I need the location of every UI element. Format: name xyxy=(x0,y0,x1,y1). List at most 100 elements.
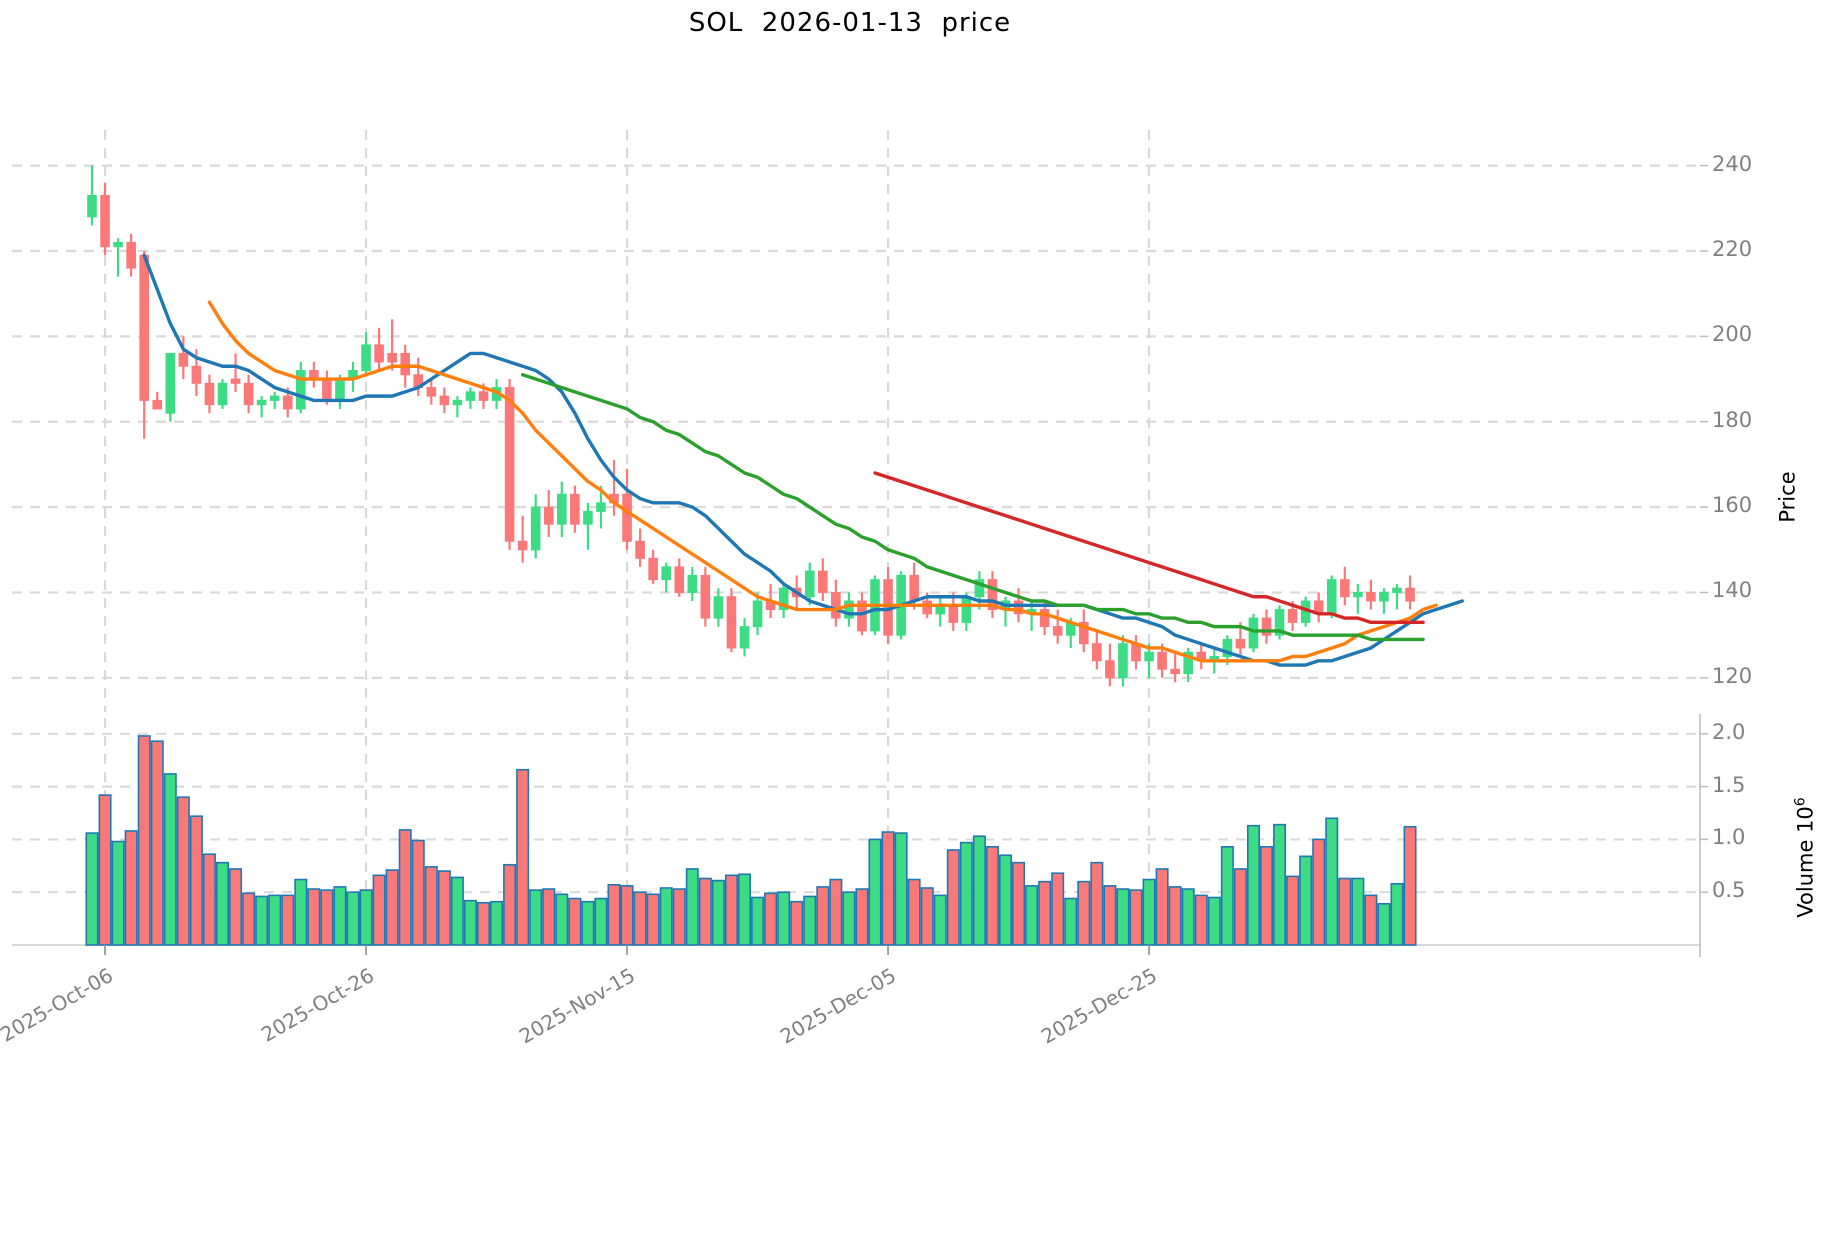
volume-bar xyxy=(777,891,791,946)
candle-body xyxy=(361,344,371,372)
volume-bar xyxy=(1090,861,1104,946)
volume-bar xyxy=(1207,896,1221,946)
candle-body xyxy=(478,391,489,401)
price-tick-label: 140 xyxy=(1712,578,1753,603)
candle-body xyxy=(269,395,280,401)
volume-bar xyxy=(437,870,451,946)
candle-body xyxy=(557,493,567,525)
volume-bar xyxy=(1364,894,1378,946)
volume-bar xyxy=(751,896,765,946)
volume-bar xyxy=(1168,886,1182,946)
candle-body xyxy=(713,596,724,619)
price-tick-label: 160 xyxy=(1712,493,1753,518)
candle-body xyxy=(1340,579,1350,598)
candle-body xyxy=(517,540,528,551)
candle-body xyxy=(191,365,202,384)
price-candles xyxy=(87,165,1415,687)
candle-body xyxy=(570,493,580,525)
price-tick-label: 200 xyxy=(1712,322,1753,347)
candle-body xyxy=(974,579,985,598)
moving-average-lines xyxy=(142,253,1464,667)
volume-bar xyxy=(85,832,99,946)
candle-body xyxy=(948,604,959,623)
volume-bar xyxy=(529,889,543,946)
volume-bar xyxy=(1338,877,1352,946)
candle-body xyxy=(126,241,136,269)
volume-bar xyxy=(137,735,151,946)
volume-bar xyxy=(868,838,882,946)
candle-body xyxy=(530,506,541,551)
page-title: SOL 2026-01-13 price xyxy=(688,8,1012,38)
volume-bar xyxy=(959,841,973,946)
candle-body xyxy=(439,395,450,406)
candle-body xyxy=(635,540,645,559)
volume-bar xyxy=(1064,897,1078,946)
candle-body xyxy=(504,387,515,542)
volume-bar xyxy=(646,893,660,946)
volume-bar xyxy=(281,894,295,946)
candle-body xyxy=(1157,651,1167,670)
volume-bar xyxy=(463,899,477,946)
candle-body xyxy=(282,395,293,410)
axis-ticks xyxy=(104,164,1708,955)
candle-body xyxy=(426,387,437,397)
volume-bar xyxy=(816,886,830,946)
volume-bar xyxy=(1077,880,1091,946)
candle-body xyxy=(1144,651,1154,662)
candle-body xyxy=(87,194,97,218)
volume-bar xyxy=(1273,823,1287,946)
candle-body xyxy=(778,587,789,611)
candle-body xyxy=(1105,660,1115,679)
volume-bar xyxy=(581,900,595,946)
candle-body xyxy=(1052,626,1063,636)
candle-body xyxy=(1039,609,1050,628)
volume-bar xyxy=(516,768,530,946)
volume-bar xyxy=(1325,817,1339,946)
candle-body xyxy=(687,574,698,593)
volume-bar xyxy=(242,892,256,946)
volume-bar xyxy=(907,878,921,946)
candle-body xyxy=(1118,643,1128,679)
volume-bar xyxy=(333,886,347,946)
volume-bar xyxy=(1246,824,1260,946)
volume-bar xyxy=(1051,872,1065,946)
volume-bar xyxy=(424,866,438,946)
candle-body xyxy=(844,600,854,619)
candle-body xyxy=(100,194,110,248)
volume-bar xyxy=(568,897,582,946)
volume-bar xyxy=(998,854,1012,946)
candle-body xyxy=(1170,668,1180,675)
volume-bar xyxy=(542,888,556,946)
volume-bar xyxy=(1377,903,1391,946)
volume-bar xyxy=(346,891,360,946)
candle-body xyxy=(387,352,397,363)
candle-body xyxy=(217,382,228,406)
volume-axis-exponent-base: 10 xyxy=(1793,806,1818,833)
volume-bar xyxy=(320,889,334,946)
volume-bar xyxy=(268,894,282,946)
volume-bar xyxy=(607,884,621,946)
candle-body xyxy=(1261,617,1272,636)
candle-body xyxy=(922,600,933,615)
volume-bar xyxy=(1025,885,1039,946)
volume-bar xyxy=(189,815,203,946)
candle-body xyxy=(1405,587,1415,602)
volume-bar xyxy=(503,863,517,946)
volume-tick-label: 1.5 xyxy=(1712,772,1746,797)
volume-bar xyxy=(1103,885,1117,946)
volume-axis-label: Volume 106 xyxy=(1793,797,1818,917)
volume-bar xyxy=(1351,877,1365,946)
candle-body xyxy=(374,344,384,363)
volume-bar xyxy=(359,889,373,946)
volume-bar xyxy=(724,874,738,946)
candle-body xyxy=(1274,609,1285,636)
volume-bar xyxy=(633,891,647,946)
candle-body xyxy=(465,391,476,401)
candle-body xyxy=(243,382,254,406)
candle-body xyxy=(1392,587,1402,593)
volume-bar xyxy=(803,895,817,946)
volume-bar xyxy=(790,900,804,946)
candle-body xyxy=(1366,591,1376,602)
candle-body xyxy=(752,600,763,628)
